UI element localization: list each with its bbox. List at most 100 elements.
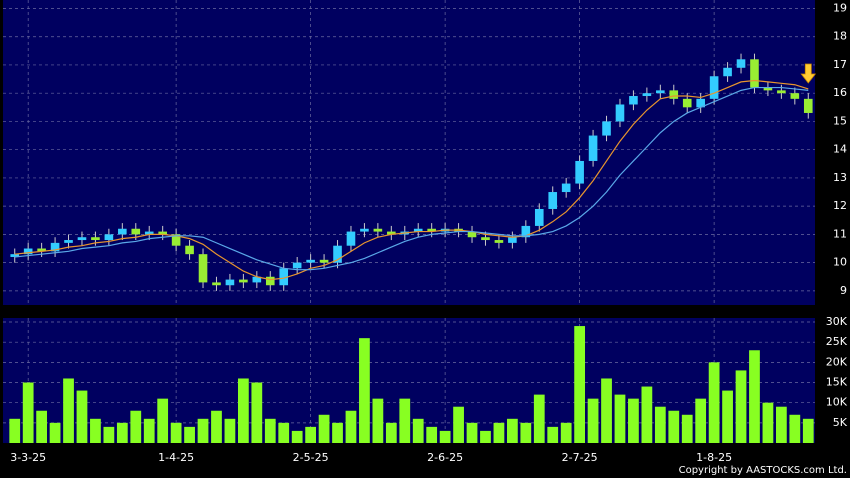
- volume-bar: [789, 414, 801, 443]
- volume-bar: [802, 418, 814, 443]
- y-tick-label: 10K: [826, 396, 848, 409]
- y-tick-label: 13: [833, 171, 847, 184]
- volume-bar: [412, 418, 424, 443]
- volume-bar: [560, 422, 572, 443]
- candle-body: [736, 59, 746, 68]
- candle-body: [373, 228, 383, 232]
- y-tick-label: 14: [833, 143, 847, 156]
- candle-body: [656, 90, 665, 94]
- candle-body: [346, 231, 356, 246]
- candle-body: [602, 121, 611, 136]
- volume-bar: [480, 430, 491, 443]
- volume-bar: [426, 426, 438, 443]
- candle-body: [669, 90, 679, 99]
- volume-bar: [453, 406, 464, 443]
- volume-bar: [520, 422, 532, 443]
- volume-bar: [76, 390, 88, 443]
- candle-body: [750, 59, 759, 88]
- candle-body: [561, 183, 571, 193]
- candle-body: [467, 231, 477, 238]
- volume-bar: [278, 422, 290, 443]
- volume-bar: [695, 398, 707, 443]
- volume-bar: [291, 430, 303, 443]
- y-tick-label: 20K: [826, 355, 848, 368]
- volume-bar: [587, 398, 599, 443]
- candle-body: [534, 208, 544, 226]
- candle-body: [23, 248, 33, 255]
- volume-bar: [318, 414, 330, 443]
- volume-bar: [49, 422, 61, 443]
- candle-body: [696, 98, 705, 108]
- candle-body: [64, 240, 73, 243]
- x-tick-label: 2-6-25: [427, 451, 463, 464]
- candle-body: [682, 98, 692, 108]
- y-tick-label: 18: [833, 30, 847, 43]
- candle-body: [118, 228, 127, 235]
- candle-body: [131, 228, 141, 235]
- y-tick-label: 11: [833, 227, 847, 240]
- volume-bar: [264, 418, 276, 443]
- candle-body: [279, 268, 289, 286]
- candle-body: [629, 96, 638, 105]
- volume-bar: [332, 422, 343, 443]
- candle-body: [158, 231, 167, 235]
- volume-bar: [170, 422, 182, 443]
- volume-bar: [130, 410, 142, 443]
- candle-body: [494, 240, 504, 243]
- volume-bar: [251, 382, 263, 443]
- candle-body: [10, 254, 20, 257]
- volume-bar: [735, 370, 747, 443]
- candle-body: [723, 67, 732, 77]
- candle-body: [521, 225, 531, 238]
- volume-bar: [641, 386, 653, 443]
- volume-bar: [211, 410, 222, 443]
- candle-body: [252, 276, 262, 283]
- x-tick-label: 1-8-25: [696, 451, 732, 464]
- candle-body: [413, 228, 423, 232]
- x-tick-label: 2-5-25: [293, 451, 329, 464]
- volume-bar: [116, 422, 128, 443]
- candle-body: [387, 231, 396, 235]
- volume-bar: [493, 422, 505, 443]
- y-tick-label: 12: [833, 199, 847, 212]
- candle-body: [481, 237, 490, 241]
- candle-body: [548, 192, 558, 209]
- volume-bar: [439, 430, 451, 443]
- volume-bar: [90, 418, 101, 443]
- volume-bar: [197, 418, 209, 443]
- copyright: Copyright by AASTOCKS.com Ltd.: [679, 465, 847, 476]
- volume-bar: [614, 394, 626, 443]
- volume-bar: [547, 426, 559, 443]
- volume-bar: [708, 362, 720, 443]
- volume-bar: [157, 398, 169, 443]
- volume-bar: [36, 410, 48, 443]
- volume-bar: [345, 410, 357, 443]
- candle-body: [333, 245, 342, 263]
- candle-body: [37, 248, 46, 252]
- volume-bar: [574, 326, 586, 443]
- candle-body: [763, 87, 773, 91]
- price-panel: [3, 0, 815, 305]
- volume-bar: [63, 378, 74, 443]
- volume-bar: [9, 418, 21, 443]
- volume-bar: [184, 426, 195, 443]
- volume-bar: [681, 414, 693, 443]
- candle-body: [50, 242, 60, 252]
- moving-average: [14, 79, 809, 281]
- y-tick-label: 10: [833, 256, 847, 269]
- candle-body: [171, 234, 181, 246]
- y-tick-label: 16: [833, 86, 847, 99]
- volume-bar: [224, 418, 236, 443]
- candle-body: [77, 237, 87, 241]
- volume-bar: [359, 338, 370, 443]
- candle-body: [91, 237, 100, 241]
- volume-bar: [506, 418, 518, 443]
- candle-body: [360, 228, 369, 232]
- y-tick-label: 15: [833, 114, 847, 127]
- candle-body: [642, 93, 652, 97]
- volume-bar: [305, 426, 317, 443]
- volume-bar: [668, 410, 680, 443]
- x-tick-label: 3-3-25: [10, 451, 46, 464]
